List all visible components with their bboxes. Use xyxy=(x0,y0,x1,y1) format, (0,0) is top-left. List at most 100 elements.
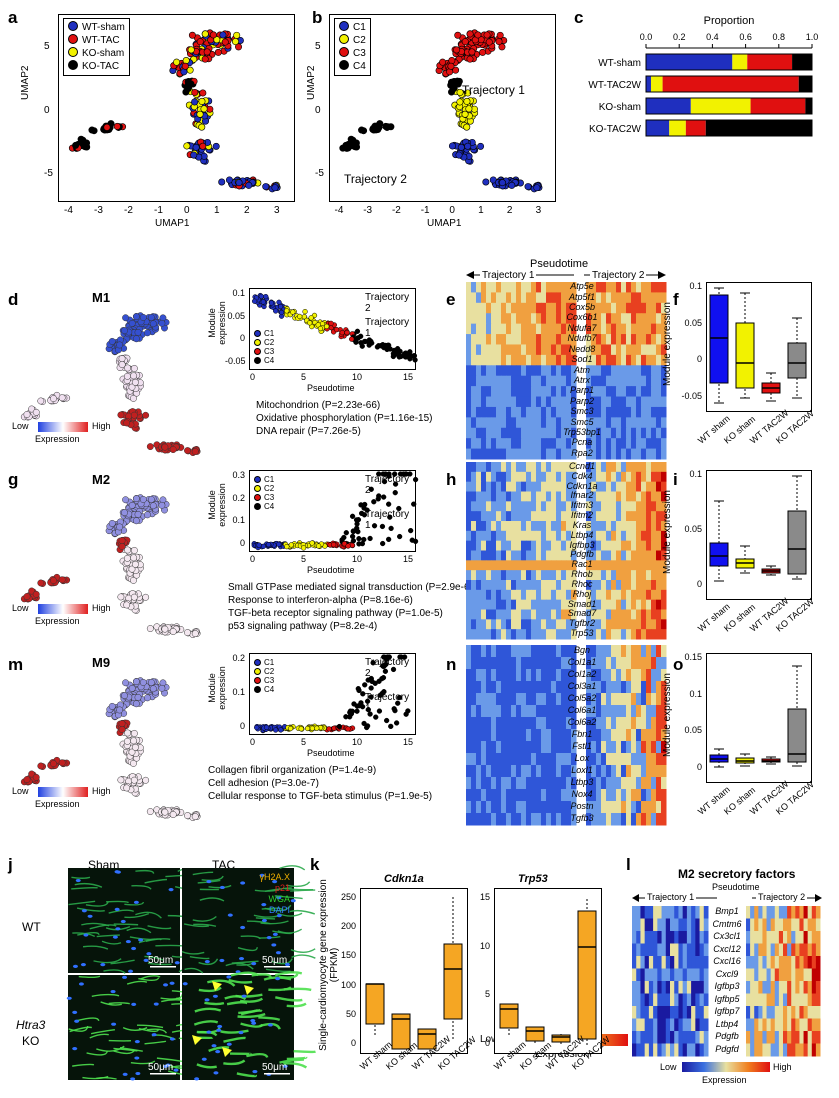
heatmap-cell xyxy=(586,619,592,630)
heatmap-cell xyxy=(491,501,497,512)
heatmap-cell xyxy=(631,511,637,522)
heatmap-cell xyxy=(626,813,632,826)
pseudotime-point xyxy=(379,523,386,530)
tree-point xyxy=(132,700,140,708)
l-heatmap-cell xyxy=(640,918,646,932)
heatmap-cell xyxy=(636,729,642,742)
l-heatmap-cell xyxy=(691,931,696,944)
heatmap-cell xyxy=(516,560,522,571)
l-heatmap-cell xyxy=(754,968,759,982)
l-heatmap-cell xyxy=(695,1018,701,1032)
heatmap-cell xyxy=(471,753,477,766)
heatmap-cell xyxy=(586,741,592,754)
pseudotime-point xyxy=(272,727,279,733)
k-box-body xyxy=(551,1034,571,1043)
heatmap-cell xyxy=(491,789,497,802)
heatmap-cell xyxy=(526,396,532,408)
dapi-nucleus xyxy=(169,1037,175,1041)
heatmap-cell xyxy=(526,589,532,601)
heatmap-cell xyxy=(526,292,532,304)
l-heatmap-cell xyxy=(750,906,755,919)
wga-membrane xyxy=(101,940,122,945)
dapi-nucleus xyxy=(72,1047,78,1051)
heatmap-cell xyxy=(511,365,517,377)
heatmap-cell xyxy=(511,765,517,778)
l-heatmap-cell xyxy=(774,981,780,994)
heatmap-cell xyxy=(661,323,667,335)
proportion-bar-segment xyxy=(690,98,751,114)
umap-point xyxy=(83,139,91,147)
l-heatmap-cell xyxy=(640,943,646,957)
heatmap-cell xyxy=(656,550,662,561)
tree-point xyxy=(139,496,147,503)
heatmap-cell xyxy=(611,765,617,778)
heatmap-cell xyxy=(521,471,527,483)
heatmap-cell xyxy=(636,313,642,325)
legend-label: KO-sham xyxy=(82,48,125,59)
l-heatmap-cell xyxy=(758,906,763,919)
heatmap-cell xyxy=(526,417,532,429)
heatmap-cell xyxy=(561,777,567,790)
legend-entry: C3 xyxy=(339,47,366,60)
heatmap-cell xyxy=(546,657,552,670)
dapi-nucleus xyxy=(143,958,149,962)
l-heatmap-cell xyxy=(670,956,675,969)
heatmap-cell xyxy=(651,406,657,418)
heatmap-cell xyxy=(556,705,562,718)
heatmap-cell xyxy=(641,609,647,620)
l-heatmap-cell xyxy=(648,1006,654,1019)
panel-d-letter: d xyxy=(8,290,19,309)
module-xtick: 0 xyxy=(250,372,256,382)
heatmap-gene-label: Ltbp4 xyxy=(570,529,594,540)
tree-point xyxy=(132,517,140,525)
heatmap-cell xyxy=(491,344,497,356)
heatmap-cell xyxy=(596,323,602,335)
pseudotime-point xyxy=(354,525,360,531)
tree-point xyxy=(122,314,130,322)
l-heatmap-cell xyxy=(670,1043,675,1057)
wga-membrane xyxy=(106,900,129,904)
heatmap-cell xyxy=(586,550,592,561)
heatmap-cell xyxy=(596,570,602,581)
l-heatmap-cell xyxy=(787,1043,792,1057)
heatmap-cell xyxy=(561,681,567,694)
wga-membrane xyxy=(261,907,283,911)
heatmap-cell xyxy=(621,448,627,460)
heatmap-cell xyxy=(521,417,527,429)
heatmap-cell xyxy=(521,282,527,293)
heatmap-cell xyxy=(506,282,512,293)
tree-point xyxy=(184,812,191,820)
heatmap-cell xyxy=(471,334,477,345)
heatmap-cell xyxy=(541,427,547,439)
umap-point xyxy=(468,48,476,56)
box-ytick: 0 xyxy=(696,579,702,589)
heatmap-cell xyxy=(521,448,527,460)
heatmap-cell xyxy=(501,448,507,460)
heatmap-cell xyxy=(491,323,497,335)
heatmap-cell xyxy=(556,375,562,387)
heatmap-cell xyxy=(596,406,602,418)
tree-point xyxy=(131,560,139,568)
heatmap-gene-label: Trp53 xyxy=(570,628,594,639)
l-heatmap-cell xyxy=(653,1006,658,1019)
pseudotime-point xyxy=(386,654,392,660)
heatmap-cell xyxy=(541,334,547,345)
heatmap-cell xyxy=(531,589,537,601)
heatmap-cell xyxy=(561,629,567,640)
l-heatmap-cell xyxy=(678,1018,684,1032)
tree-point xyxy=(108,337,116,345)
wga-membrane xyxy=(224,995,247,1001)
umap-a-xtick: 1 xyxy=(214,205,220,216)
heatmap-gene-label: Atm xyxy=(573,364,590,375)
pseudotime-point xyxy=(345,726,351,732)
proportion-tick-label: 0.0 xyxy=(640,32,653,42)
heatmap-cell xyxy=(646,427,652,439)
heatmap-cell xyxy=(551,448,557,460)
heatmap-cell xyxy=(481,589,487,601)
heatmap-cell xyxy=(656,599,662,610)
heatmap-cell xyxy=(606,438,612,450)
heatmap-cell xyxy=(621,729,627,742)
heatmap-cell xyxy=(481,693,487,706)
heatmap-cell xyxy=(496,753,502,766)
wga-membrane xyxy=(144,1040,167,1045)
